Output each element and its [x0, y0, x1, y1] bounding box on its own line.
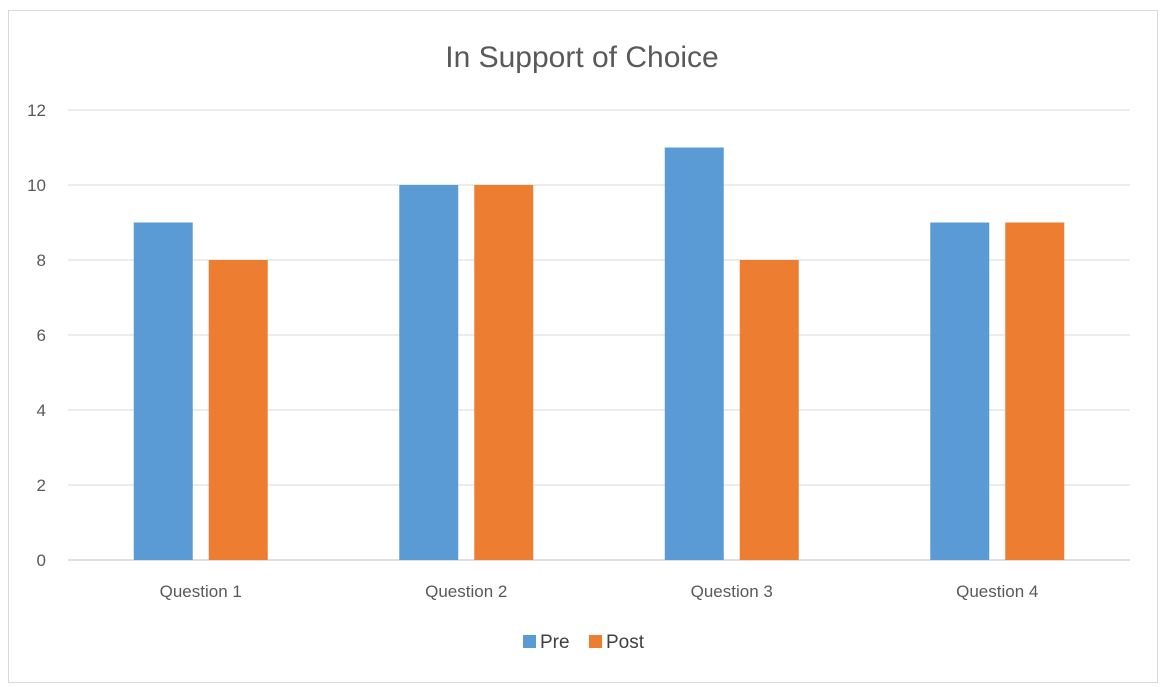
bar-pre-4: [930, 222, 990, 560]
bar-post-2: [474, 185, 534, 560]
bar-post-3: [739, 260, 799, 560]
x-category-label: Question 2: [425, 582, 507, 601]
legend: Pre Post: [523, 632, 645, 653]
legend-label-post: Post: [606, 632, 645, 653]
bar-pre-2: [399, 185, 459, 560]
y-tick-label: 8: [37, 251, 46, 270]
bar-pre-3: [664, 147, 724, 560]
x-category-label: Question 3: [691, 582, 773, 601]
legend-swatch-pre: [523, 635, 536, 648]
x-category-label: Question 1: [160, 582, 242, 601]
y-tick-label: 6: [37, 326, 46, 345]
chart-title: In Support of Choice: [445, 41, 719, 74]
bar-post-1: [208, 260, 268, 560]
bar-post-4: [1005, 222, 1065, 560]
y-tick-label: 10: [27, 176, 46, 195]
y-tick-label: 2: [37, 476, 46, 495]
y-tick-label: 0: [37, 551, 46, 570]
bar-pre-1: [133, 222, 193, 560]
x-axis-categories: Question 1 Question 2 Question 3 Question 4: [160, 582, 1039, 601]
bars: [133, 147, 1065, 560]
x-category-label: Question 4: [956, 582, 1038, 601]
y-tick-label: 4: [37, 401, 46, 420]
y-axis-ticks: 0 2 4 6 8 10 12: [27, 101, 46, 570]
y-tick-label: 12: [27, 101, 46, 120]
legend-label-pre: Pre: [540, 632, 570, 653]
legend-swatch-post: [589, 635, 602, 648]
